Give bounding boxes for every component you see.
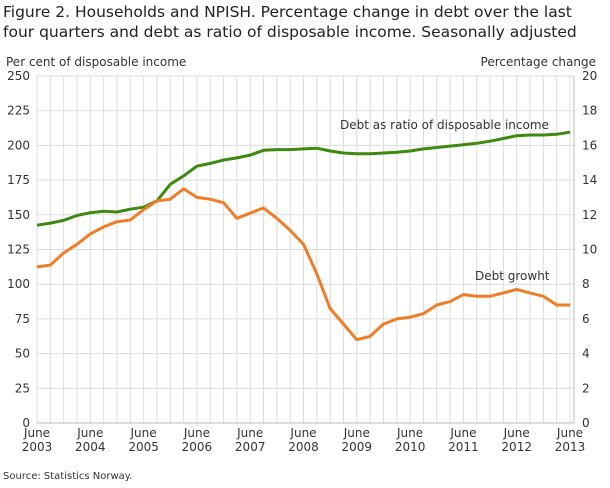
y-right-tick-label: 10 [582, 243, 597, 257]
series-line-debt-ratio [36, 130, 571, 227]
series-line-debt-growth [36, 187, 570, 342]
x-tick-label-month: June [343, 426, 370, 440]
x-tick-label-month: June [130, 426, 157, 440]
y-left-tick-label: 50 [15, 347, 30, 361]
x-tick-label-month: June [396, 426, 423, 440]
y-right-tick-label: 14 [582, 173, 597, 187]
y-right-tick-label: 20 [582, 69, 597, 83]
y-left-tick-label: 125 [7, 243, 30, 257]
x-tick-label-year: 2004 [75, 440, 106, 454]
series-label-debt-growth: Debt growht [475, 269, 550, 283]
y-right-tick-label: 2 [582, 381, 590, 395]
x-tick-label-month: June [23, 426, 50, 440]
y-left-tick-label: 150 [7, 208, 30, 222]
x-tick-label-month: June [76, 426, 103, 440]
x-tick-label-year: 2010 [395, 440, 426, 454]
y-right-tick-label: 18 [582, 104, 597, 118]
y-right-tick-label: 12 [582, 208, 597, 222]
y-right-tick-label: 8 [582, 277, 590, 291]
x-tick-label-year: 2009 [342, 440, 373, 454]
x-tick-label-year: 2007 [235, 440, 266, 454]
x-tick-label-year: 2012 [501, 440, 532, 454]
x-tick-label-year: 2011 [448, 440, 479, 454]
x-tick-label-month: June [503, 426, 530, 440]
y-right-tick-label: 4 [582, 347, 590, 361]
y-left-tick-label: 0 [22, 416, 30, 430]
y-left-tick-label: 25 [15, 381, 30, 395]
y-left-tick-label: 200 [7, 138, 30, 152]
x-tick-label-month: June [449, 426, 476, 440]
y-right-axis-label: Percentage change [481, 55, 596, 69]
y-left-tick-label: 175 [7, 173, 30, 187]
y-left-tick-label: 225 [7, 104, 30, 118]
y-right-tick-label: 16 [582, 138, 597, 152]
y-left-tick-label: 100 [7, 277, 30, 291]
y-right-tick-label: 6 [582, 312, 590, 326]
chart-title: Figure 2. Households and NPISH. Percenta… [3, 3, 577, 41]
x-tick-label-year: 2013 [555, 440, 586, 454]
x-tick-label-month: June [556, 426, 583, 440]
y-right-tick-label: 0 [582, 416, 590, 430]
x-tick-label-year: 2006 [182, 440, 213, 454]
series-label-debt-ratio: Debt as ratio of disposable income [340, 118, 549, 132]
x-tick-label-year: 2003 [22, 440, 53, 454]
y-left-axis-label: Per cent of disposable income [6, 55, 186, 69]
x-tick-label-year: 2008 [288, 440, 319, 454]
x-tick-label-year: 2005 [128, 440, 159, 454]
y-left-tick-label: 75 [15, 312, 30, 326]
x-tick-label-month: June [289, 426, 316, 440]
source-note: Source: Statistics Norway. [3, 471, 133, 482]
y-left-tick-label: 250 [7, 69, 30, 83]
x-tick-label-month: June [236, 426, 263, 440]
x-tick-label-month: June [183, 426, 210, 440]
